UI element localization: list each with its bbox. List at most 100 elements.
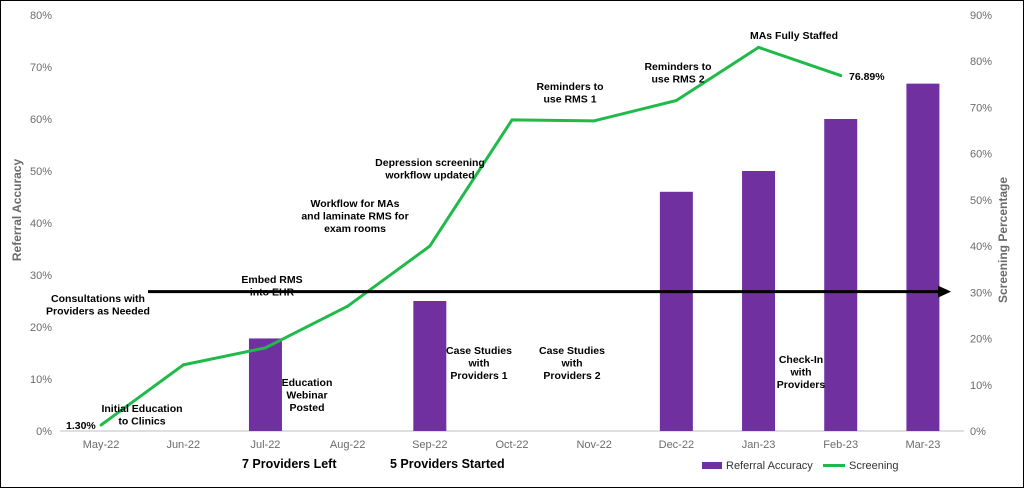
right-tick-label: 80% [970, 56, 992, 68]
annotation-line: Reminders to [536, 81, 603, 93]
annotation-line: MAs Fully Staffed [750, 30, 838, 42]
x-tick-label: Nov-22 [576, 439, 611, 451]
annotation-line: use RMS 2 [651, 74, 704, 86]
annotation-line: with [561, 358, 583, 370]
annotation-line: Initial Education [101, 403, 182, 415]
annotation-line: Posted [289, 402, 324, 414]
x-tick-label: Oct-22 [495, 439, 528, 451]
screening-point [839, 74, 843, 78]
x-tick-label: Jul-22 [250, 439, 280, 451]
screening-line [100, 45, 842, 427]
screening-point [592, 119, 596, 123]
annotation: Consultations with Providers as Needed [46, 293, 150, 318]
annotation: Reminders to use RMS 1 [536, 81, 603, 106]
screening-point [428, 244, 432, 248]
annotation-line: Education [282, 377, 333, 389]
left-tick-label: 60% [30, 114, 52, 126]
screening-line-group [99, 45, 843, 427]
screening-point [181, 363, 185, 367]
legend: Referral Accuracy Screening [702, 460, 899, 472]
annotation: Embed RMS into EHR [241, 274, 302, 299]
annotation-line: Embed RMS [241, 274, 302, 286]
bottom-label-providers-started: 5 Providers Started [390, 457, 505, 471]
annotation-line: Webinar [286, 390, 327, 402]
data-label-last: 76.89% [849, 71, 885, 83]
bar-referral-accuracy [413, 301, 447, 431]
screening-point [757, 45, 761, 49]
annotation-line: use RMS 1 [543, 94, 596, 106]
right-tick-label: 60% [970, 149, 992, 161]
right-tick-label: 90% [970, 10, 992, 22]
annotation-line: and laminate RMS for [301, 211, 408, 223]
annotation-line: Providers [777, 379, 826, 391]
y-axis-title-right: Screening Percentage [996, 177, 1010, 303]
x-tick-label: Sep-22 [412, 439, 447, 451]
x-tick-label: Feb-23 [823, 439, 858, 451]
x-tick-label: Jan-23 [742, 439, 776, 451]
left-tick-label: 30% [30, 270, 52, 282]
annotation-line: Providers as Needed [46, 306, 150, 318]
x-tick-label: Mar-23 [905, 439, 940, 451]
annotation: Depression screening workflow updated [375, 157, 485, 182]
annotation: Case Studies with Providers 2 [539, 345, 605, 382]
bars [248, 83, 940, 431]
annotation-line: Providers 2 [543, 370, 600, 382]
screening-point [263, 346, 267, 350]
left-tick-label: 40% [30, 218, 52, 230]
annotation-line: into EHR [250, 287, 295, 299]
y-axis-title-left: Referral Accuracy [10, 159, 24, 262]
legend-label-screening: Screening [849, 460, 899, 472]
annotation-line: Reminders to [644, 61, 711, 73]
right-tick-label: 10% [970, 380, 992, 392]
annotation-line: Depression screening [375, 157, 485, 169]
reference-arrow-head [938, 285, 951, 298]
left-tick-label: 80% [30, 10, 52, 22]
annotation-line: exam rooms [324, 223, 386, 235]
annotation: Check-In with Providers [777, 354, 826, 391]
x-tick-label: May-22 [83, 439, 120, 451]
left-tick-label: 10% [30, 374, 52, 386]
x-axis: May-22 Jun-22 Jul-22 Aug-22 Sep-22 Oct-22 Nov-… [83, 439, 941, 451]
annotation-line: Workflow for MAs [310, 198, 399, 210]
annotation: Initial Education to Clinics [101, 403, 182, 428]
annotation: Case Studies with Providers 1 [446, 345, 512, 382]
right-tick-label: 30% [970, 287, 992, 299]
bar-referral-accuracy [824, 119, 858, 431]
left-tick-label: 50% [30, 166, 52, 178]
bar-referral-accuracy [659, 191, 693, 431]
annotation: Education Webinar Posted [282, 377, 333, 414]
right-tick-label: 0% [970, 426, 986, 438]
x-tick-label: Jun-22 [166, 439, 200, 451]
annotation-line: with [468, 358, 490, 370]
annotation-line: Consultations with [51, 293, 145, 305]
annotation-line: Case Studies [539, 345, 605, 357]
bar-referral-accuracy [742, 171, 776, 431]
legend-label-referral-accuracy: Referral Accuracy [726, 460, 813, 472]
screening-point [510, 118, 514, 122]
left-tick-label: 70% [30, 62, 52, 74]
right-axis: 0% 10% 20% 30% 40% 50% 60% 70% 80% 90% [970, 10, 992, 438]
annotation-line: workflow updated [384, 170, 474, 182]
annotation-line: with [790, 367, 812, 379]
reference-arrow-group [148, 285, 951, 298]
right-tick-label: 70% [970, 102, 992, 114]
annotation: Workflow for MAs and laminate RMS for exam… [301, 198, 408, 235]
annotation-line: Case Studies [446, 345, 512, 357]
bar-referral-accuracy [248, 338, 282, 431]
annotation: Reminders to use RMS 2 [644, 61, 711, 86]
right-tick-label: 40% [970, 241, 992, 253]
legend-swatch-referral-accuracy [702, 462, 722, 469]
screening-point [346, 304, 350, 308]
bar-referral-accuracy [906, 83, 940, 431]
data-label-first: 1.30% [66, 420, 96, 432]
left-tick-label: 20% [30, 322, 52, 334]
x-tick-label: Aug-22 [330, 439, 365, 451]
screening-point [674, 99, 678, 103]
right-tick-label: 50% [970, 195, 992, 207]
annotations: Initial Education to Clinics Consultations… [46, 30, 838, 428]
right-tick-label: 20% [970, 334, 992, 346]
left-axis: 0% 10% 20% 30% 40% 50% 60% 70% 80% [30, 10, 52, 438]
bottom-label-providers-left: 7 Providers Left [242, 457, 337, 471]
